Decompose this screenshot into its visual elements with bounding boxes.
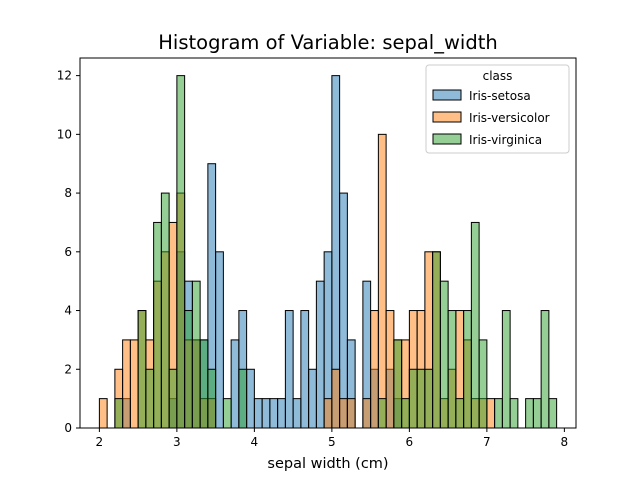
bar-iris-virginica-32 xyxy=(548,398,558,429)
bar-iris-versicolor-20 xyxy=(377,133,387,429)
bar-iris-virginica-13 xyxy=(377,398,387,429)
bar-iris-setosa-11 xyxy=(253,398,263,429)
bar-iris-virginica-7 xyxy=(184,310,193,429)
bar-iris-versicolor-2 xyxy=(122,339,131,429)
bar-iris-versicolor-18 xyxy=(362,398,372,429)
bar-iris-setosa-8 xyxy=(230,339,240,429)
bar-iris-virginica-28 xyxy=(509,398,519,429)
bar-iris-virginica-21 xyxy=(447,310,457,429)
bar-iris-setosa-22 xyxy=(339,192,348,429)
bar-iris-virginica-25 xyxy=(478,339,488,429)
bar-iris-setosa-16 xyxy=(292,398,302,429)
bar-iris-virginica-2 xyxy=(145,368,155,429)
y-tick-label: 4 xyxy=(64,304,72,318)
bar-iris-virginica-27 xyxy=(501,310,511,429)
legend-entry-iris-virginica: Iris-virginica xyxy=(469,133,542,147)
legend-title: class xyxy=(483,69,513,83)
bar-iris-virginica-29 xyxy=(525,398,534,429)
legend-entry-iris-versicolor: Iris-versicolor xyxy=(469,111,550,125)
bar-iris-virginica-17 xyxy=(416,368,426,429)
bar-iris-virginica-11 xyxy=(222,398,232,429)
bar-iris-virginica-10 xyxy=(207,368,217,429)
bar-iris-virginica-9 xyxy=(199,339,209,429)
x-tick-label: 2 xyxy=(96,435,104,449)
bar-iris-virginica-30 xyxy=(532,398,542,429)
bar-iris-virginica-5 xyxy=(168,368,178,429)
bar-iris-setosa-7 xyxy=(215,251,224,429)
bar-iris-setosa-19 xyxy=(315,280,325,429)
bar-iris-versicolor-0 xyxy=(98,398,108,429)
legend-entry-iris-setosa: Iris-setosa xyxy=(469,89,531,103)
legend-swatch-iris-virginica xyxy=(432,133,462,145)
y-axis-ticks: 0 2 4 6 8 10 12 xyxy=(57,69,80,435)
x-tick-label: 4 xyxy=(251,435,259,449)
bar-iris-versicolor-3 xyxy=(129,339,139,429)
y-tick-label: 8 xyxy=(64,186,72,200)
y-tick-label: 6 xyxy=(64,245,72,259)
bar-iris-versicolor-21 xyxy=(385,310,395,429)
bar-iris-virginica-6 xyxy=(176,75,186,429)
bar-iris-virginica-16 xyxy=(408,368,418,429)
bar-iris-versicolor-15 xyxy=(331,368,341,429)
bar-iris-virginica-8 xyxy=(191,280,201,429)
bar-iris-versicolor-14 xyxy=(323,398,333,429)
bar-iris-virginica-26 xyxy=(494,398,503,429)
bar-iris-setosa-12 xyxy=(261,398,271,429)
y-tick-label: 12 xyxy=(57,69,72,83)
bar-iris-setosa-13 xyxy=(269,398,279,429)
y-tick-label: 2 xyxy=(64,362,72,376)
bar-iris-virginica-24 xyxy=(470,221,480,429)
bar-iris-versicolor-19 xyxy=(370,310,379,429)
bar-iris-setosa-10 xyxy=(246,368,255,429)
bar-iris-setosa-17 xyxy=(300,310,310,429)
x-tick-label: 8 xyxy=(561,435,569,449)
x-tick-label: 7 xyxy=(483,435,491,449)
bar-iris-versicolor-34 xyxy=(486,398,496,429)
bar-iris-setosa-18 xyxy=(308,368,317,429)
bar-iris-virginica-15 xyxy=(401,398,410,429)
bar-iris-virginica-12 xyxy=(238,368,248,429)
x-axis-ticks: 2 3 4 5 6 7 8 xyxy=(96,428,569,449)
x-axis-label: sepal width (cm) xyxy=(267,456,388,472)
legend: class Iris-setosa Iris-versicolor Iris-virg… xyxy=(425,64,570,154)
bar-iris-virginica-20 xyxy=(439,280,449,429)
bar-iris-virginica-23 xyxy=(463,310,472,429)
bar-iris-setosa-15 xyxy=(284,310,294,429)
bar-iris-virginica-1 xyxy=(137,310,147,429)
bar-iris-virginica-19 xyxy=(432,251,441,429)
bar-iris-virginica-4 xyxy=(160,192,170,429)
y-tick-label: 10 xyxy=(57,127,72,141)
legend-box xyxy=(425,64,570,154)
y-tick-label: 0 xyxy=(64,421,72,435)
bar-iris-virginica-18 xyxy=(424,368,434,429)
bar-iris-virginica-22 xyxy=(455,398,465,429)
bar-iris-setosa-14 xyxy=(277,398,286,429)
bar-iris-virginica-3 xyxy=(153,221,162,429)
legend-swatch-iris-setosa xyxy=(432,89,462,101)
bar-iris-versicolor-16 xyxy=(339,398,348,429)
x-tick-label: 6 xyxy=(406,435,414,449)
legend-swatch-iris-versicolor xyxy=(432,111,462,123)
bar-iris-virginica-31 xyxy=(540,310,550,429)
bar-iris-virginica-14 xyxy=(393,339,403,429)
x-tick-label: 3 xyxy=(173,435,181,449)
bar-iris-versicolor-17 xyxy=(346,398,356,429)
chart-title: Histogram of Variable: sepal_width xyxy=(158,31,497,54)
bar-iris-virginica-0 xyxy=(114,398,124,429)
x-tick-label: 5 xyxy=(328,435,336,449)
plot-area-frame xyxy=(79,57,577,429)
